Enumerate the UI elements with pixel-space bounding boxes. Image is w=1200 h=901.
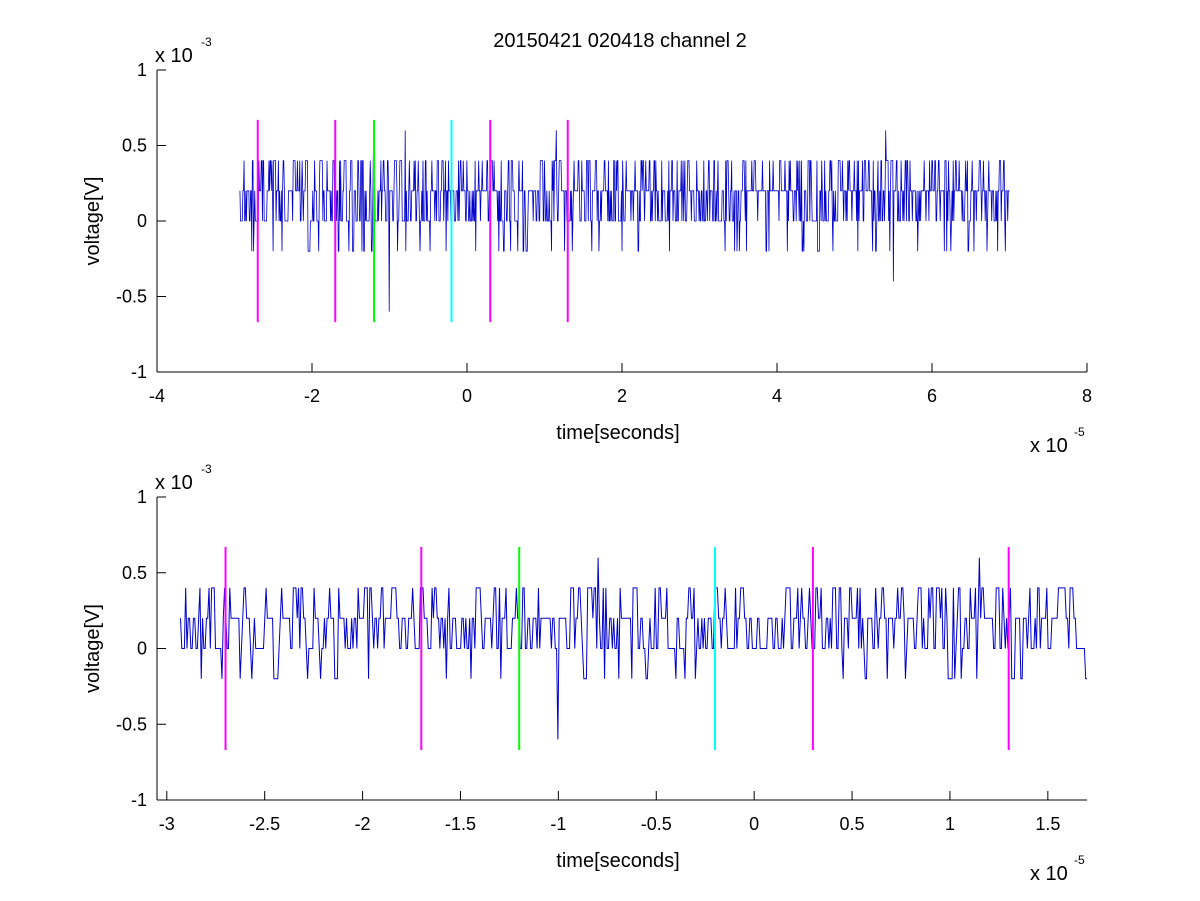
x-multiplier: x 10 [1030,863,1068,885]
x-tick-label: 0 [462,386,472,406]
x-tick-label: -1.5 [445,814,476,834]
y-tick-label: 0.5 [122,136,147,156]
x-tick-label: 1 [945,814,955,834]
x-exponent: -5 [1074,425,1085,439]
x-tick-label: -2 [355,814,371,834]
upper-plot: -4 -2 0 2 4 6 8 -1 -0.5 0 0.5 1 x 10 -3 x 10 -5 time[sec… [82,35,1092,457]
x-tick-label: 2 [617,386,627,406]
x-tick-label: 4 [772,386,782,406]
y-tick-label: -1 [131,790,147,810]
y-exponent: -3 [201,35,212,49]
x-tick-label: -2 [304,386,320,406]
y-tick-label: 0 [137,639,147,659]
signal-trace [179,557,1087,740]
x-tick-label: -1 [550,814,566,834]
figure-title: 20150421 020418 channel 2 [493,30,747,52]
x-tick-label: -3 [159,814,175,834]
x-tick-label: 1.5 [1035,814,1060,834]
x-tick-label: 0 [749,814,759,834]
y-multiplier: x 10 [155,472,193,494]
x-tick-label: 0.5 [840,814,865,834]
y-tick-label: -0.5 [116,287,147,307]
y-tick-label: 0 [137,211,147,231]
y-tick-label: 1 [137,487,147,507]
x-axis-label: time[seconds] [556,422,679,444]
x-axis-label: time[seconds] [556,850,679,872]
y-tick-label: -1 [131,362,147,382]
x-tick-label: 8 [1082,386,1092,406]
y-axis-label: voltage[V] [82,604,104,693]
y-tick-label: -0.5 [116,714,147,734]
x-tick-label: -4 [149,386,165,406]
y-exponent: -3 [201,462,212,476]
y-tick-label: 0.5 [122,563,147,583]
x-tick-label: 6 [927,386,937,406]
x-multiplier: x 10 [1030,435,1068,457]
signal-trace [239,130,1010,312]
x-tick-label: -0.5 [641,814,672,834]
axes-frame: -4 -2 0 2 4 6 8 -1 -0.5 0 0.5 1 [116,60,1092,406]
axes-frame: -3 -2.5 -2 -1.5 -1 -0.5 0 0.5 1 1.5 -1 -0.5 0 0.5 1 [116,487,1087,834]
x-tick-label: -2.5 [249,814,280,834]
y-tick-label: 1 [137,60,147,80]
y-multiplier: x 10 [155,45,193,67]
lower-plot: -3 -2.5 -2 -1.5 -1 -0.5 0 0.5 1 1.5 -1 -0.5 0 0.5 1 x 1… [82,462,1087,885]
y-axis-label: voltage[V] [82,177,104,266]
x-exponent: -5 [1074,853,1085,867]
